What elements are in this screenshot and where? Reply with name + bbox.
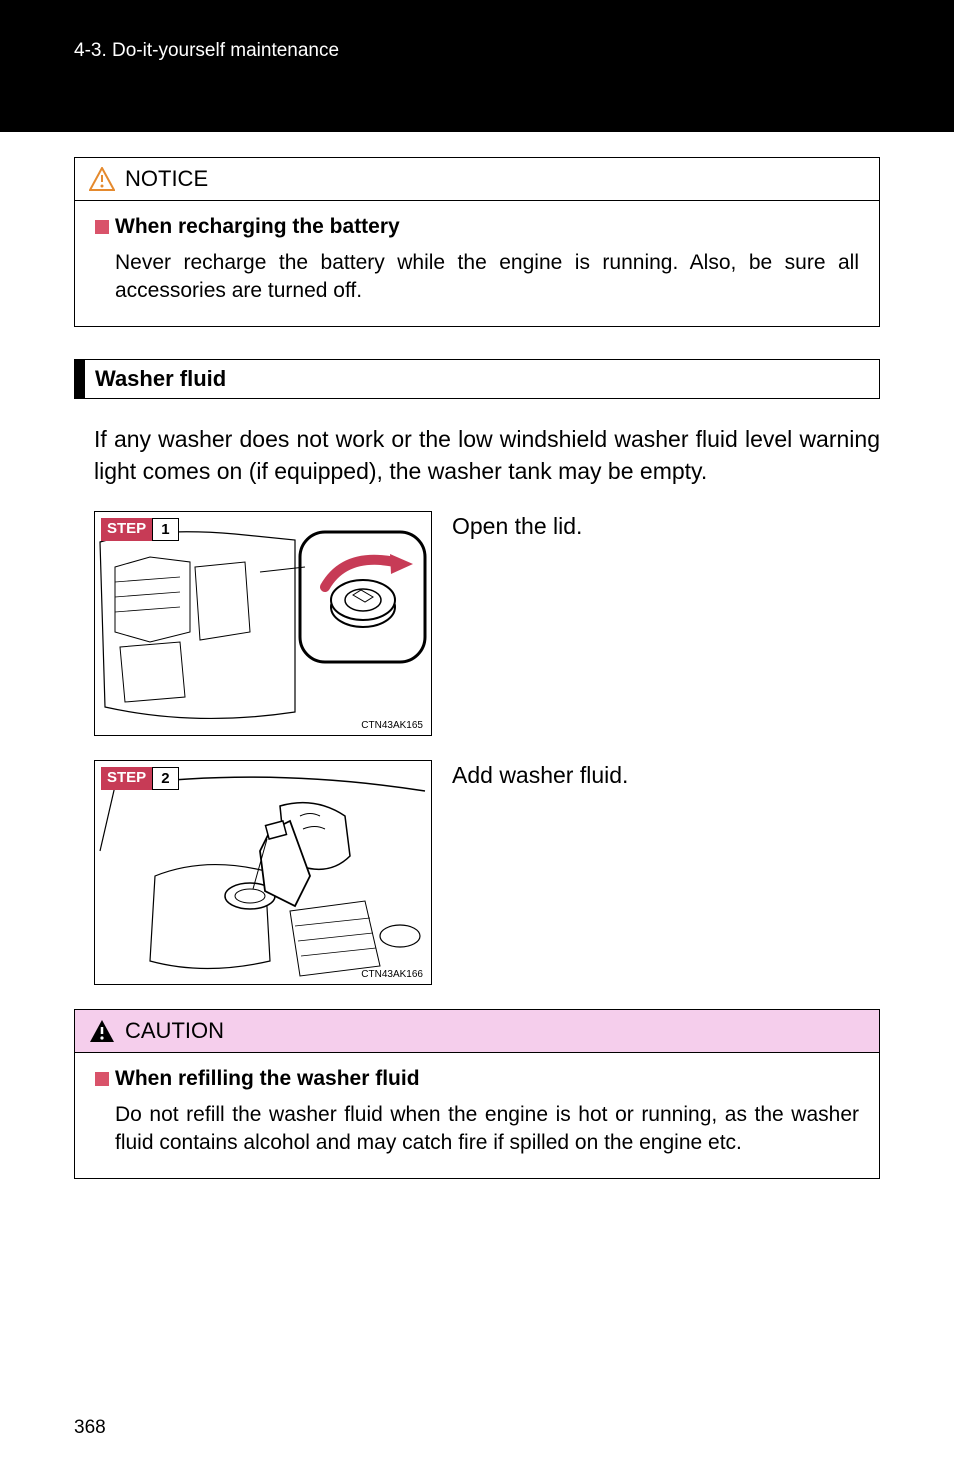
notice-box: NOTICE When recharging the battery Never…	[74, 157, 880, 327]
step-badge: STEP 1	[101, 518, 179, 541]
image-ref: CTN43AK166	[359, 969, 425, 980]
notice-header: NOTICE	[75, 158, 879, 201]
caution-body: When refilling the washer fluid Do not r…	[75, 1053, 879, 1178]
step-text: Add washer fluid.	[452, 760, 628, 789]
image-ref: CTN43AK165	[359, 720, 425, 731]
breadcrumb: 4-3. Do-it-yourself maintenance	[74, 40, 339, 61]
notice-heading-row: When recharging the battery	[95, 215, 859, 239]
notice-heading: When recharging the battery	[115, 215, 400, 239]
caution-text: Do not refill the washer fluid when the …	[95, 1101, 859, 1158]
caution-heading-row: When refilling the washer fluid	[95, 1067, 859, 1091]
notice-text: Never recharge the battery while the eng…	[95, 249, 859, 306]
step-image-2: STEP 2	[94, 760, 432, 985]
warning-outline-icon	[89, 167, 115, 191]
content-area: NOTICE When recharging the battery Never…	[0, 157, 954, 1179]
pour-fluid-illustration	[95, 761, 433, 986]
header-band: 4-3. Do-it-yourself maintenance	[0, 0, 954, 132]
step-badge-num: 2	[152, 767, 178, 790]
section-heading-bar	[75, 360, 85, 398]
step-badge-label: STEP	[101, 518, 152, 541]
step-badge-num: 1	[152, 518, 178, 541]
caution-label: CAUTION	[125, 1018, 224, 1044]
step-badge-label: STEP	[101, 767, 152, 790]
caution-heading: When refilling the washer fluid	[115, 1067, 420, 1091]
step-row: STEP 2	[94, 760, 880, 985]
caution-header: CAUTION	[75, 1010, 879, 1053]
section-intro: If any washer does not work or the low w…	[94, 423, 880, 487]
page-number: 368	[74, 1417, 106, 1439]
caution-box: CAUTION When refilling the washer fluid …	[74, 1009, 880, 1179]
section-heading: Washer fluid	[74, 359, 880, 399]
notice-body: When recharging the battery Never rechar…	[75, 201, 879, 326]
bullet-icon	[95, 1072, 109, 1086]
engine-lid-illustration	[95, 512, 433, 737]
step-text: Open the lid.	[452, 511, 582, 540]
step-row: STEP 1	[94, 511, 880, 736]
warning-filled-icon	[89, 1019, 115, 1043]
section-title: Washer fluid	[85, 360, 236, 398]
notice-label: NOTICE	[125, 166, 208, 192]
step-image-1: STEP 1	[94, 511, 432, 736]
bullet-icon	[95, 220, 109, 234]
step-badge: STEP 2	[101, 767, 179, 790]
